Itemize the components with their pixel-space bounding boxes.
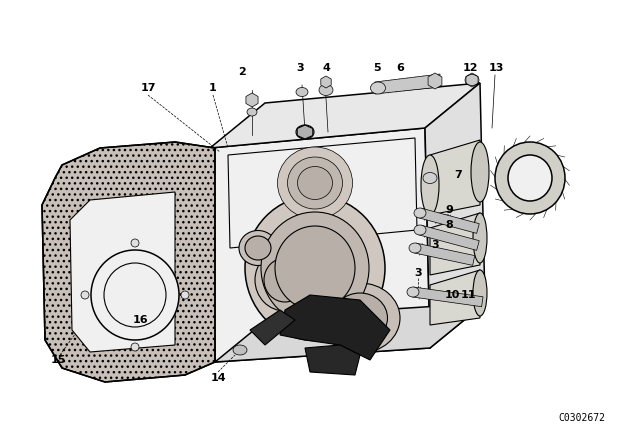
Ellipse shape (255, 249, 315, 311)
Text: 3: 3 (431, 240, 439, 250)
Ellipse shape (81, 291, 89, 299)
Polygon shape (428, 73, 442, 89)
Ellipse shape (245, 195, 385, 340)
Text: 6: 6 (396, 63, 404, 73)
Ellipse shape (245, 236, 271, 260)
Ellipse shape (320, 283, 400, 353)
Text: 17: 17 (140, 83, 156, 93)
Polygon shape (425, 83, 485, 348)
Polygon shape (419, 208, 479, 233)
Polygon shape (414, 243, 475, 265)
Ellipse shape (247, 108, 257, 116)
Text: 7: 7 (454, 170, 462, 180)
Ellipse shape (181, 291, 189, 299)
Ellipse shape (333, 293, 387, 343)
Text: 13: 13 (488, 63, 504, 73)
Polygon shape (321, 76, 331, 88)
Text: 16: 16 (132, 315, 148, 325)
Ellipse shape (278, 147, 353, 219)
Polygon shape (375, 74, 440, 94)
Text: 14: 14 (210, 373, 226, 383)
Polygon shape (430, 140, 480, 215)
Ellipse shape (131, 343, 139, 351)
Text: 1: 1 (209, 83, 217, 93)
Polygon shape (412, 287, 483, 307)
Ellipse shape (298, 167, 333, 199)
Polygon shape (280, 295, 390, 360)
Polygon shape (297, 125, 313, 139)
Polygon shape (246, 93, 258, 107)
Text: 9: 9 (445, 205, 453, 215)
Ellipse shape (508, 155, 552, 201)
Text: 5: 5 (373, 63, 381, 73)
Ellipse shape (423, 172, 437, 184)
Ellipse shape (414, 208, 426, 218)
Polygon shape (419, 225, 479, 250)
Polygon shape (430, 270, 480, 325)
Polygon shape (466, 73, 478, 87)
Ellipse shape (473, 270, 487, 316)
Ellipse shape (371, 82, 385, 94)
Ellipse shape (421, 155, 439, 215)
Polygon shape (430, 213, 480, 275)
Polygon shape (210, 83, 480, 148)
Text: 15: 15 (51, 355, 66, 365)
Ellipse shape (91, 250, 179, 340)
Text: 11: 11 (460, 290, 476, 300)
Ellipse shape (414, 225, 426, 235)
Polygon shape (215, 303, 485, 362)
Polygon shape (70, 192, 175, 352)
Ellipse shape (407, 287, 419, 297)
Ellipse shape (495, 142, 565, 214)
Ellipse shape (264, 258, 306, 302)
Polygon shape (42, 142, 215, 382)
Ellipse shape (275, 226, 355, 310)
Text: C0302672: C0302672 (559, 413, 605, 423)
Ellipse shape (471, 142, 489, 202)
Text: 2: 2 (238, 67, 246, 77)
Ellipse shape (319, 85, 333, 95)
Text: 3: 3 (414, 268, 422, 278)
Polygon shape (210, 128, 430, 362)
Ellipse shape (131, 239, 139, 247)
Ellipse shape (296, 125, 314, 139)
Ellipse shape (261, 212, 369, 324)
Ellipse shape (409, 243, 421, 253)
Text: 3: 3 (296, 63, 304, 73)
Text: 10: 10 (444, 290, 460, 300)
Ellipse shape (233, 345, 247, 355)
Ellipse shape (473, 213, 487, 263)
Text: 12: 12 (462, 63, 477, 73)
Polygon shape (250, 310, 295, 345)
Ellipse shape (287, 157, 342, 209)
Text: 8: 8 (445, 220, 453, 230)
Ellipse shape (296, 87, 308, 96)
Text: 4: 4 (322, 63, 330, 73)
Ellipse shape (239, 231, 277, 266)
Polygon shape (305, 345, 360, 375)
